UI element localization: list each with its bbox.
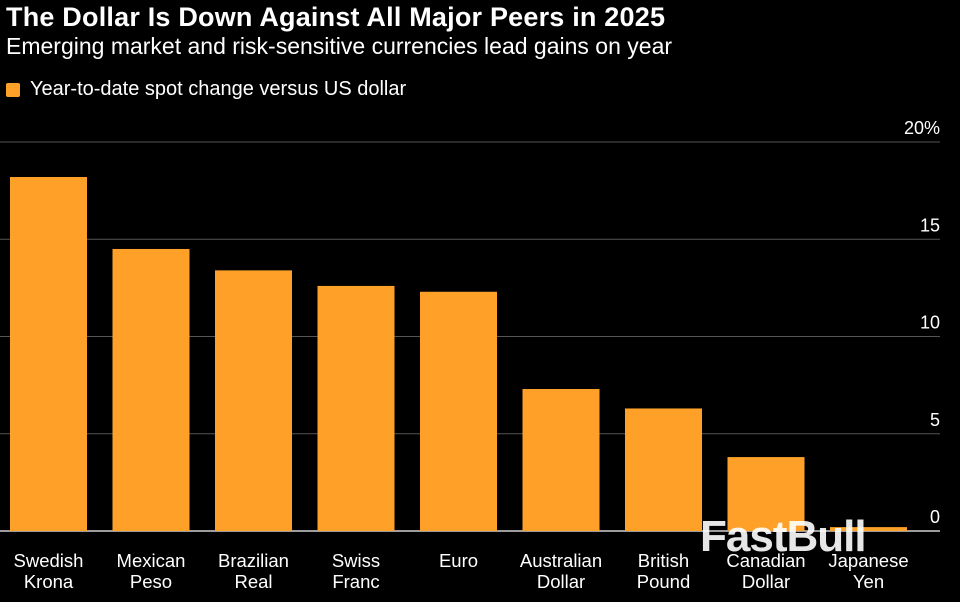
category-label: Pound xyxy=(637,571,691,592)
category-label: Real xyxy=(234,571,272,592)
category-label: British xyxy=(638,550,689,571)
bar xyxy=(830,527,907,531)
bar xyxy=(215,270,292,531)
category-label: Euro xyxy=(439,550,478,571)
chart-legend: Year-to-date spot change versus US dolla… xyxy=(6,78,406,101)
chart-title: The Dollar Is Down Against All Major Pee… xyxy=(6,2,666,32)
legend-label: Year-to-date spot change versus US dolla… xyxy=(30,78,407,100)
category-label: Japanese xyxy=(828,550,908,571)
category-label: Krona xyxy=(24,571,74,592)
category-label: Yen xyxy=(853,571,884,592)
y-tick-label: 5 xyxy=(930,410,940,430)
category-label: Canadian xyxy=(726,550,805,571)
category-label: Dollar xyxy=(537,571,585,592)
category-label: Swiss xyxy=(332,550,380,571)
y-tick-label: 20% xyxy=(904,118,940,138)
watermark-logo: FastBull xyxy=(700,512,866,561)
y-tick-label: 0 xyxy=(930,507,940,527)
category-label: Brazilian xyxy=(218,550,289,571)
bar xyxy=(522,389,600,531)
category-label: Peso xyxy=(130,571,172,592)
category-label: Dollar xyxy=(742,571,790,592)
bar xyxy=(625,408,702,531)
bar xyxy=(317,285,395,531)
category-label: Mexican xyxy=(117,550,186,571)
legend-swatch xyxy=(6,82,20,97)
y-tick-label: 10 xyxy=(920,313,940,333)
bar xyxy=(112,248,190,531)
category-label: Australian xyxy=(520,550,602,571)
bar xyxy=(10,177,87,531)
bar xyxy=(420,291,497,531)
category-label: Franc xyxy=(332,571,379,592)
category-label: Swedish xyxy=(14,550,84,571)
chart-subtitle: Emerging market and risk-sensitive curre… xyxy=(6,33,673,59)
bar xyxy=(727,457,805,531)
y-tick-label: 15 xyxy=(920,215,940,235)
